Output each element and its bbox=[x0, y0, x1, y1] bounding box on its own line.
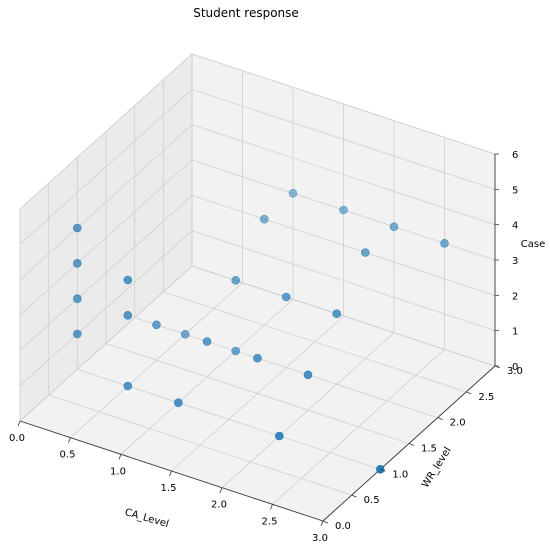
z-tick-label: 3 bbox=[512, 256, 518, 267]
grid-line bbox=[191, 194, 496, 296]
grid-line bbox=[191, 88, 496, 190]
grid-line bbox=[19, 159, 193, 316]
data-point bbox=[123, 275, 133, 285]
z-tick-label: 0 bbox=[512, 362, 518, 373]
y-tick-label: 1.5 bbox=[421, 444, 437, 455]
grid-line bbox=[19, 89, 193, 245]
y-tick-mark bbox=[351, 494, 357, 498]
data-point bbox=[253, 353, 262, 363]
z-tick-label: 1 bbox=[512, 327, 518, 338]
x-axis-label: CA_Level bbox=[123, 507, 170, 530]
data-point bbox=[375, 464, 385, 474]
y-tick-mark bbox=[437, 417, 443, 421]
x-tick-label: 1.0 bbox=[110, 466, 126, 477]
x-tick-mark bbox=[17, 420, 21, 427]
grid-line bbox=[105, 343, 410, 444]
z-tick-label: 5 bbox=[512, 185, 518, 196]
grid-line bbox=[19, 230, 193, 386]
z-axis-label: Case bbox=[521, 239, 545, 250]
data-point bbox=[202, 337, 212, 346]
data-point bbox=[281, 292, 291, 302]
grid-line bbox=[191, 230, 496, 332]
z-tick-label: 6 bbox=[512, 150, 518, 161]
data-point bbox=[152, 320, 161, 330]
x-tick-mark bbox=[169, 470, 172, 477]
x-tick-mark bbox=[68, 437, 71, 443]
data-point bbox=[231, 346, 240, 356]
data-point bbox=[123, 310, 133, 320]
data-points bbox=[73, 189, 449, 474]
z-tick-label: 4 bbox=[512, 221, 518, 232]
data-point bbox=[274, 431, 284, 441]
grid-line bbox=[19, 124, 193, 280]
x-tick-mark bbox=[270, 504, 273, 510]
data-point bbox=[123, 381, 133, 391]
x-tick-mark bbox=[219, 487, 223, 493]
grid-line bbox=[191, 265, 496, 367]
x-tick-label: 1.5 bbox=[161, 483, 177, 494]
chart-title: Student response bbox=[193, 6, 299, 20]
data-point bbox=[174, 398, 183, 408]
y-tick-label: 0.0 bbox=[335, 521, 351, 532]
grid-line bbox=[19, 195, 193, 351]
x-tick-mark bbox=[320, 520, 324, 527]
x-tick-label: 2.0 bbox=[211, 500, 227, 511]
data-point bbox=[360, 248, 370, 257]
data-point bbox=[231, 275, 240, 285]
y-tick-label: 1.0 bbox=[392, 469, 408, 480]
grid-line bbox=[19, 53, 193, 210]
data-point bbox=[73, 258, 82, 268]
y-tick-mark bbox=[466, 391, 472, 395]
x-tick-label: 2.5 bbox=[262, 516, 278, 527]
grid-line bbox=[191, 53, 496, 155]
x-tick-mark bbox=[118, 454, 122, 460]
data-point bbox=[288, 189, 298, 198]
tick-labels: 0.0 0.5 1.0 1.5 2.0 2.5 3.0 0.0 0.5 1.0 1.5 2.0 2.5 3… bbox=[9, 150, 523, 544]
data-point bbox=[440, 239, 449, 248]
y-tick-label: 2.5 bbox=[478, 392, 494, 403]
z-tick-label: 2 bbox=[512, 291, 518, 302]
data-point bbox=[73, 294, 82, 304]
x-tick-label: 0.5 bbox=[60, 450, 76, 461]
data-point bbox=[389, 222, 399, 231]
data-point bbox=[73, 329, 82, 339]
grid-line bbox=[191, 124, 496, 226]
x-tick-label: 3.0 bbox=[312, 533, 328, 544]
y-tick-mark bbox=[380, 468, 386, 472]
y-tick-mark bbox=[408, 443, 415, 446]
data-point bbox=[332, 309, 342, 319]
grid-line bbox=[48, 394, 352, 496]
grid-line bbox=[19, 265, 193, 422]
y-tick-label: 0.5 bbox=[364, 495, 380, 506]
y-tick-label: 3.0 bbox=[507, 366, 523, 377]
y-tick-mark bbox=[322, 520, 329, 524]
y-tick-label: 2.0 bbox=[450, 418, 466, 429]
data-point bbox=[303, 370, 313, 380]
data-point bbox=[73, 223, 82, 233]
data-point bbox=[180, 329, 190, 339]
data-point bbox=[339, 205, 348, 215]
x-tick-label: 0.0 bbox=[9, 433, 25, 444]
grid-line bbox=[163, 291, 467, 393]
data-point bbox=[259, 214, 269, 224]
